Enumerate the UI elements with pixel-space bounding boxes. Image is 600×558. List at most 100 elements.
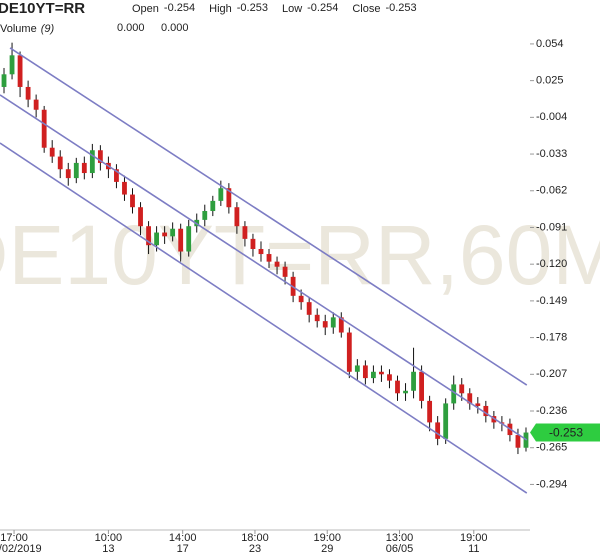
- channel-line: [9, 47, 528, 386]
- candle-body: [459, 384, 465, 394]
- candle-body: [322, 321, 328, 328]
- y-tick-label: -0.004: [536, 111, 567, 123]
- y-tick-label: -0.091: [536, 221, 567, 233]
- candle-body: [234, 207, 240, 227]
- candle-body: [338, 317, 344, 333]
- candle-body: [9, 55, 15, 75]
- candle-body: [130, 194, 135, 208]
- candle-body: [314, 314, 320, 322]
- candle-body: [258, 248, 264, 255]
- x-tick-label: 13:00: [386, 532, 414, 544]
- candle-body: [97, 150, 103, 163]
- x-tick-label: 19:00: [313, 532, 341, 544]
- x-tick-label: 19:00: [460, 532, 488, 544]
- volume-param: (9): [41, 23, 55, 35]
- candle-body: [81, 162, 87, 174]
- candle-body: [282, 266, 288, 277]
- y-tick-label: -0.265: [536, 442, 567, 454]
- x-tick-date: 11: [468, 543, 479, 555]
- candle-body: [41, 109, 47, 148]
- candle-body: [387, 374, 392, 381]
- candle-body: [395, 380, 400, 394]
- y-tick-label: 0.025: [536, 75, 564, 87]
- candle-body: [411, 371, 416, 391]
- field-value: -0.254: [164, 2, 195, 14]
- candle-body: [475, 403, 481, 406]
- candle-body: [371, 371, 376, 379]
- candle-body: [122, 181, 127, 195]
- candle-body: [515, 435, 521, 448]
- candle-body: [362, 365, 368, 379]
- candle-body: [298, 295, 304, 303]
- candle-body: [403, 390, 408, 394]
- candle-body: [250, 238, 256, 249]
- y-tick-label: 0.054: [536, 38, 564, 50]
- candle-body: [186, 226, 192, 252]
- x-tick-date: 06/05: [386, 543, 414, 555]
- field-name: Close: [352, 3, 380, 15]
- candle-body: [49, 147, 55, 157]
- candle-body: [306, 302, 312, 315]
- x-tick-label: 10:00: [95, 532, 123, 544]
- y-tick-label: -0.294: [536, 478, 567, 490]
- y-tick-label: -0.033: [536, 148, 567, 160]
- candle-body: [33, 99, 39, 110]
- volume-value: 0.000: [161, 22, 189, 34]
- channel-line: [0, 94, 528, 441]
- channel-line: [0, 142, 528, 494]
- candle-body: [330, 317, 336, 328]
- candle-body: [419, 371, 424, 401]
- y-tick-label: -0.178: [536, 332, 567, 344]
- field-value: -0.253: [385, 2, 416, 14]
- symbol: DE10YT=RR: [0, 0, 85, 17]
- y-tick-label: -0.236: [536, 405, 567, 417]
- candle-body: [451, 384, 457, 404]
- candle-body: [65, 169, 71, 179]
- x-tick-date: 23: [249, 543, 261, 555]
- field-value: -0.253: [237, 2, 268, 14]
- candle-body: [435, 422, 441, 439]
- candle-body: [210, 200, 216, 212]
- x-tick-date: 13: [102, 543, 114, 555]
- field-name: High: [209, 3, 232, 15]
- x-tick-label: 14:00: [169, 532, 197, 544]
- field-name: Low: [282, 3, 302, 15]
- candle-body: [138, 207, 143, 227]
- candle-body: [154, 232, 159, 246]
- candle-body: [354, 365, 360, 372]
- candle-body: [483, 405, 489, 417]
- candle-body: [162, 232, 168, 237]
- candle-body: [346, 332, 352, 372]
- candle-body: [1, 74, 7, 87]
- candle-body: [242, 226, 248, 239]
- x-tick-date: 05/02/2019: [0, 543, 42, 555]
- candle-body: [17, 55, 23, 87]
- candle-body: [443, 403, 449, 439]
- field-name: Open: [132, 3, 159, 15]
- candle-body: [114, 169, 119, 182]
- candle-body: [379, 371, 384, 375]
- watermark: DE10YT=RR,60M: [0, 208, 600, 302]
- x-tick-date: 17: [177, 543, 189, 555]
- candle-body: [226, 188, 232, 208]
- candle-body: [178, 228, 184, 252]
- field-value: -0.254: [307, 2, 338, 14]
- candle-body: [89, 150, 95, 174]
- candle-body: [467, 393, 473, 404]
- last-price-box: [530, 423, 600, 442]
- last-price-label: -0.253: [549, 426, 583, 440]
- y-tick-label: -0.062: [536, 185, 567, 197]
- candle-body: [202, 211, 208, 220]
- y-tick-label: -0.120: [536, 258, 567, 270]
- candle-body: [218, 188, 224, 201]
- candle-body: [146, 226, 151, 246]
- x-tick-label: 17:00: [0, 532, 28, 544]
- candle-body: [427, 400, 433, 423]
- y-tick-label: -0.149: [536, 295, 567, 307]
- candle-body: [73, 162, 79, 179]
- volume-name: Volume: [0, 23, 37, 35]
- volume-value: 0.000: [117, 22, 145, 34]
- candle-body: [170, 228, 176, 237]
